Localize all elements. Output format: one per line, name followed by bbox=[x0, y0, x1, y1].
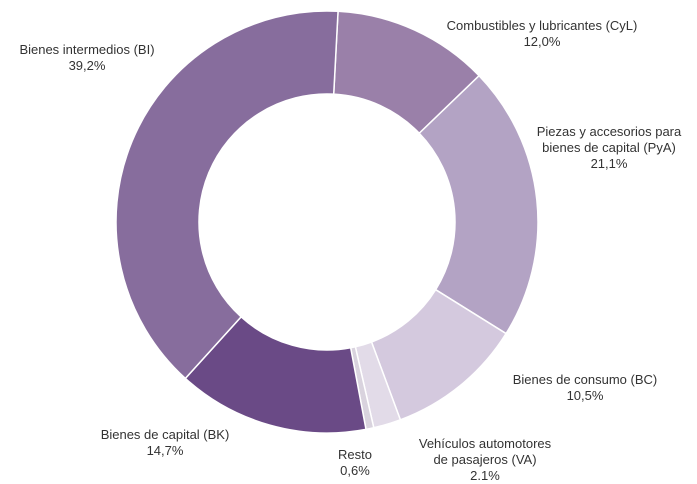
value-label: 12,0% bbox=[523, 34, 561, 49]
slice-label: Piezas y accesorios para bienes de capit… bbox=[525, 124, 693, 172]
category-label: Bienes de capital (BK) bbox=[100, 427, 230, 442]
slice-label: Bienes de consumo (BC) 10,5% bbox=[485, 372, 685, 404]
value-label: 21,1% bbox=[590, 156, 628, 171]
category-label: Vehículos automotores de pasajeros (VA) bbox=[418, 436, 552, 467]
donut-slice bbox=[115, 10, 339, 380]
slice-label: Vehículos automotores de pasajeros (VA) 2… bbox=[410, 436, 560, 484]
value-label: 10,5% bbox=[566, 388, 604, 403]
slice-label: Combustibles y lubricantes (CyL) 12,0% bbox=[412, 18, 672, 50]
category-label: Bienes intermedios (BI) bbox=[19, 42, 155, 57]
category-label: Combustibles y lubricantes (CyL) bbox=[446, 18, 638, 33]
category-label: Resto bbox=[338, 447, 372, 462]
value-label: 39,2% bbox=[68, 58, 106, 73]
slice-label: Bienes intermedios (BI) 39,2% bbox=[0, 42, 187, 74]
donut-slice bbox=[418, 74, 539, 335]
slice-label: Bienes de capital (BK) 14,7% bbox=[65, 427, 265, 459]
category-label: Bienes de consumo (BC) bbox=[512, 372, 658, 387]
value-label: 0,6% bbox=[340, 463, 370, 478]
value-label: 2.1% bbox=[470, 468, 500, 483]
category-label: Piezas y accesorios para bienes de capit… bbox=[536, 124, 682, 155]
slice-label: Resto 0,6% bbox=[315, 447, 395, 479]
value-label: 14,7% bbox=[146, 443, 184, 458]
